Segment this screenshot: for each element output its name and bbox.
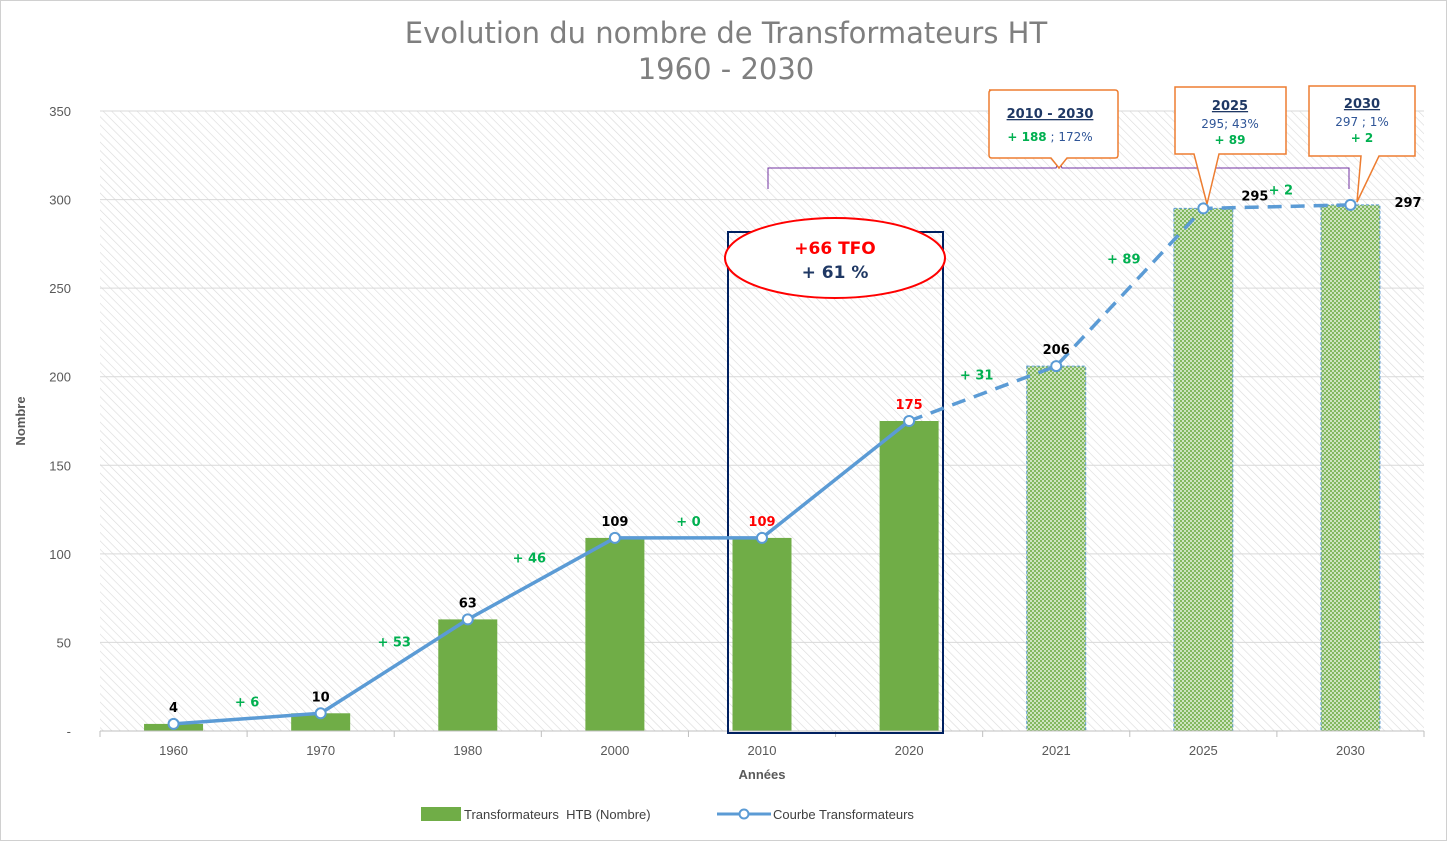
delta-label-1980: + 53 (377, 635, 411, 650)
highlight-ellipse: +66 TFO + 61 % (724, 217, 946, 299)
chart-title: Evolution du nombre de Transformateurs H… (405, 16, 1048, 50)
line-point-1980 (461, 613, 474, 626)
callout-2030: 2030 297 ; 1% + 2 (1308, 85, 1416, 203)
bar-series (144, 204, 1381, 732)
delta-label-2000: + 46 (513, 552, 547, 567)
x-tick-label-2025: 2025 (1189, 743, 1218, 758)
line-series (167, 198, 1357, 730)
legend: Transformateurs HTB (Nombre) Courbe Tran… (421, 807, 914, 822)
y-tick-label: 150 (49, 458, 71, 473)
x-tick-label-2021: 2021 (1042, 743, 1071, 758)
x-axis: 1960 1970 1980 2000 2010 2020 2021 2025 2030 (99, 730, 1425, 758)
data-labels: 4 10 63 109 109 175 206 295 297 (169, 189, 1422, 715)
delta-label-2010: + 0 (676, 515, 700, 530)
delta-label-2021: + 31 (960, 369, 994, 384)
bar-2010 (732, 537, 792, 731)
bar-1980 (438, 619, 498, 731)
data-label-1980: 63 (459, 596, 477, 611)
bar-2021 (1026, 365, 1087, 732)
bar-1970 (291, 713, 351, 731)
y-axis-title: Nombre (13, 396, 28, 445)
x-tick-label-2030: 2030 (1336, 743, 1365, 758)
y-tick-label: 300 (49, 193, 71, 208)
legend-label-line: Courbe Transformateurs (773, 807, 914, 822)
data-label-2000: 109 (601, 515, 628, 530)
bar-2020 (879, 421, 939, 731)
x-tick-label-1980: 1980 (453, 743, 482, 758)
data-label-1970: 10 (312, 690, 330, 705)
bar-2025 (1173, 207, 1234, 732)
line-point-1960 (167, 717, 180, 730)
highlight-line1: +66 TFO (794, 239, 875, 259)
line-point-2010 (756, 531, 768, 544)
callout-2010-2030-green: + 188 (1007, 130, 1046, 144)
callout-2010-2030-rest: ; 172% (1047, 130, 1093, 144)
data-label-2020: 175 (896, 398, 923, 413)
callout-2030-title: 2030 (1344, 97, 1380, 112)
x-tick-label-1970: 1970 (306, 743, 335, 758)
delta-labels: + 6 + 53 + 46 + 0 + 31 + 89 + 2 (235, 184, 1293, 711)
line-point-2025 (1197, 202, 1210, 215)
data-label-1960: 4 (169, 701, 178, 716)
line-point-2020 (903, 415, 916, 427)
x-axis-title: Années (739, 767, 786, 782)
y-tick-label: 50 (57, 635, 71, 650)
data-label-2010: 109 (748, 515, 775, 530)
y-tick-label: 350 (49, 104, 71, 119)
line-solid (173, 419, 911, 726)
chart-subtitle: 1960 - 2030 (638, 52, 815, 86)
callout-2030-line2: 297 ; 1% (1335, 115, 1389, 129)
line-point-2021 (1050, 360, 1063, 373)
y-axis-ticks: - 50 100 150 200 250 300 350 (49, 104, 71, 739)
callout-2030-line3: + 2 (1351, 131, 1374, 145)
y-tick-label: 250 (49, 281, 71, 296)
x-tick-label-2010: 2010 (748, 743, 777, 758)
callout-2025-line2: 295; 43% (1201, 117, 1258, 131)
data-label-2025: 295 (1241, 189, 1268, 204)
y-tick-label: - (67, 724, 71, 739)
callout-2010-2030: 2010 - 2030 + 188 ; 172% (988, 89, 1119, 170)
bar-2000 (585, 537, 645, 731)
line-dashed (908, 203, 1351, 423)
line-point-2000 (608, 531, 621, 544)
svg-text:+ 188 ; 172%: + 188 ; 172% (1007, 130, 1092, 144)
delta-label-1970: + 6 (235, 696, 259, 711)
y-tick-label: 200 (49, 370, 71, 385)
callout-2010-2030-title: 2010 - 2030 (1007, 107, 1094, 122)
delta-label-2030: + 2 (1269, 184, 1293, 199)
x-tick-label-2000: 2000 (600, 743, 629, 758)
data-label-2021: 206 (1043, 343, 1070, 358)
legend-swatch-marker (738, 808, 750, 820)
x-tick-label-1960: 1960 (159, 743, 188, 758)
callout-2025-title: 2025 (1212, 99, 1248, 114)
line-point-1970 (314, 707, 327, 720)
legend-label-bars: Transformateurs HTB (Nombre) (464, 807, 651, 822)
highlight-line2: + 61 % (802, 263, 869, 283)
line-point-2030 (1344, 198, 1357, 211)
data-label-2030: 297 (1394, 196, 1421, 211)
delta-label-2025: + 89 (1107, 252, 1141, 267)
legend-swatch-bars (421, 807, 461, 821)
x-tick-label-2020: 2020 (895, 743, 924, 758)
bar-2030 (1320, 204, 1381, 732)
callout-2025: 2025 295; 43% + 89 (1174, 86, 1287, 205)
callout-2025-line3: + 89 (1215, 133, 1246, 147)
y-tick-label: 100 (49, 547, 71, 562)
